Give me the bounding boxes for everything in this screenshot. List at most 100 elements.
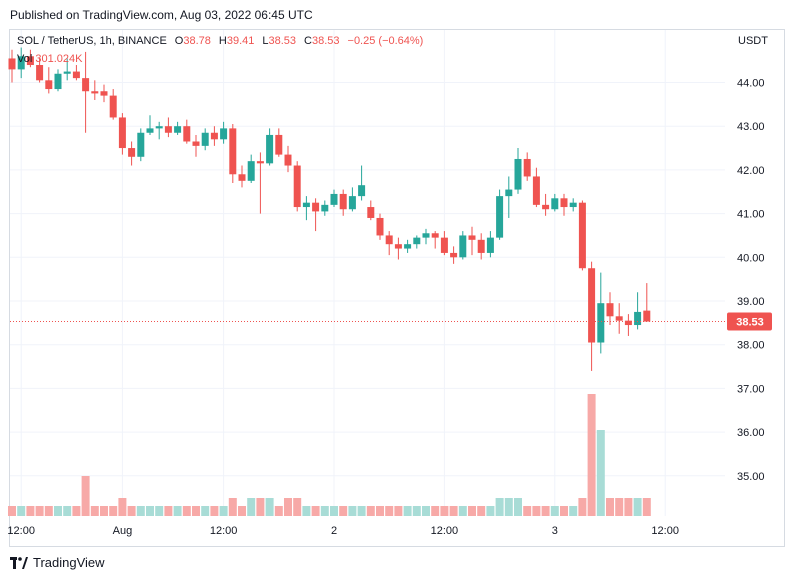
candle-body (404, 244, 412, 249)
candle-body (330, 193, 338, 205)
candle-body (302, 202, 310, 208)
high-value: 39.41 (226, 35, 255, 47)
volume-bar (118, 498, 127, 516)
volume-bar (394, 506, 403, 516)
y-tick-label: 37.00 (737, 383, 765, 395)
volume-bar (26, 506, 35, 516)
candle-body (109, 95, 117, 118)
candle-body (358, 185, 366, 197)
candle-body (54, 73, 62, 90)
open-label: O (174, 35, 184, 47)
volume-bar (587, 394, 596, 516)
last-price-line: 38.53 (10, 312, 772, 331)
candle-body (220, 128, 228, 140)
candle-body (155, 126, 163, 129)
candle-body (183, 126, 191, 142)
volume-bar (173, 506, 182, 516)
candle-body (468, 235, 476, 240)
candles (8, 47, 651, 371)
candle-body (26, 56, 34, 66)
volume-bar (560, 506, 568, 516)
volume-bar (624, 498, 633, 516)
x-tick-label: 12:00 (431, 525, 459, 537)
candle-body (321, 204, 329, 212)
volume-bar (348, 506, 357, 516)
ohlc-legend: SOL / TetherUS, 1h, BINANCE O38.78 H39.41 L… (17, 35, 423, 47)
candle-body (45, 80, 53, 90)
candle-body (146, 128, 154, 133)
candle-body (523, 158, 531, 177)
volume-label: Vol (17, 53, 33, 65)
volume-bar (633, 498, 642, 516)
volume-bar (514, 498, 522, 516)
candle-body (486, 237, 494, 253)
candle-body (514, 158, 522, 190)
x-tick-label: 3 (552, 525, 558, 537)
candle-body (477, 239, 485, 253)
time-axis[interactable]: 12:00 Aug 12:00 2 12:00 3 12:00 (7, 525, 679, 537)
volume-bar (357, 506, 366, 516)
x-tick-label: 2 (331, 525, 337, 537)
volume-bar (403, 506, 412, 516)
footer-brand[interactable]: TradingView (10, 555, 105, 570)
volume-bar (265, 498, 274, 516)
candle-body (266, 134, 274, 164)
volume-bar (90, 506, 99, 516)
volume-bar (100, 506, 108, 516)
volume-bar (606, 498, 614, 516)
volume-bar (320, 506, 329, 516)
candle-body (505, 189, 513, 197)
candle-body (293, 165, 301, 208)
volume-bar (596, 430, 605, 516)
candle-body (82, 78, 90, 92)
volume-bar (210, 506, 219, 516)
candle-body (17, 56, 25, 70)
candle-body (578, 202, 586, 269)
volume-bar (339, 506, 348, 516)
candle-body (312, 202, 320, 212)
x-tick-label: 12:00 (651, 525, 679, 537)
candle-body (137, 132, 145, 157)
candle-body (542, 204, 550, 210)
candle-body (615, 316, 623, 321)
candle-body (459, 235, 467, 258)
volume-bar (550, 506, 559, 516)
volume-bar (302, 506, 311, 516)
volume-bar (136, 506, 145, 516)
y-tick-label: 42.00 (737, 165, 765, 177)
volume-bar (541, 506, 550, 516)
volume-legend: Vol 301.024K (17, 53, 82, 65)
volume-bar (155, 506, 164, 516)
chart-frame (9, 29, 785, 547)
volume-bar (164, 506, 173, 516)
candle-body (450, 252, 458, 258)
candle-body (560, 198, 568, 208)
volume-bar (431, 506, 440, 516)
low-value: 38.53 (268, 35, 297, 47)
x-tick-label: 12:00 (210, 525, 238, 537)
grid (10, 30, 725, 516)
volume-bar (109, 506, 118, 516)
volume-bar (44, 506, 53, 516)
y-tick-label: 43.00 (737, 121, 765, 133)
candle-body (8, 58, 16, 70)
volume-bar (458, 506, 467, 516)
volume-bar (72, 506, 81, 516)
volume-bar (238, 506, 246, 516)
last-price-tag (727, 312, 772, 331)
candle-body (339, 193, 347, 210)
candle-body (118, 117, 126, 149)
published-text: Published on TradingView.com, Aug 03, 20… (10, 8, 313, 22)
volume-bar (486, 506, 495, 516)
volume-bar (569, 506, 578, 516)
candle-body (247, 161, 255, 181)
x-tick-label: Aug (113, 525, 133, 537)
candle-body (164, 126, 172, 133)
volume-bar (385, 506, 394, 516)
candle-body (348, 196, 356, 210)
price-axis[interactable]: 35.00 36.00 37.00 38.00 39.00 40.00 41.00 42.00… (737, 78, 765, 483)
candle-body (210, 132, 218, 140)
volume-bar (228, 498, 237, 516)
close-value: 38.53 (311, 35, 340, 47)
